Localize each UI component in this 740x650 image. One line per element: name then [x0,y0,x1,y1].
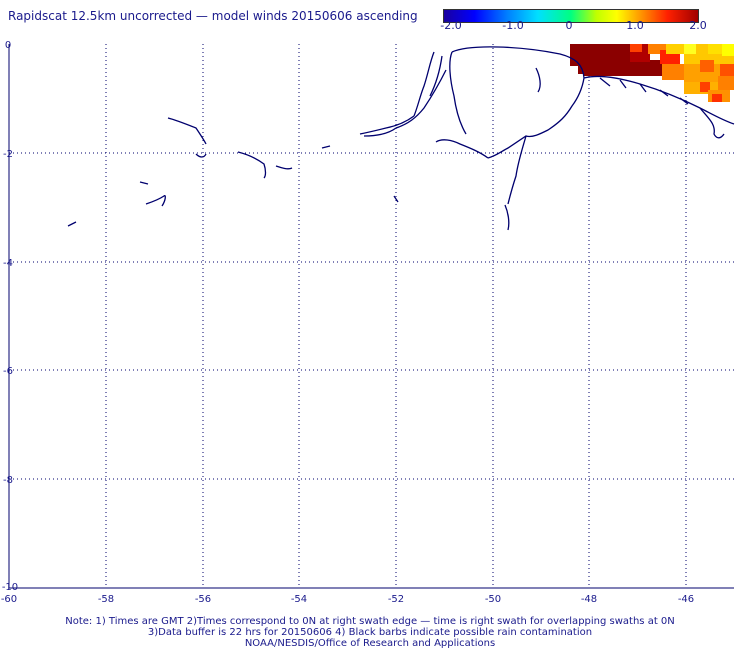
colorbar-label: 1.0 [626,19,644,32]
colorbar-label: -1.0 [502,19,524,32]
y-tick-label: -8 [3,475,13,486]
y-tick-label: 0 [5,40,11,51]
x-tick-label: -50 [485,594,501,605]
wind-data-cells [570,44,734,102]
note-line-2: 3)Data buffer is 22 hrs for 20150606 4) … [147,627,593,638]
x-tick-label: -58 [98,594,114,605]
colorbar [443,9,699,23]
note-line-1: Note: 1) Times are GMT 2)Times correspon… [65,616,675,627]
y-tick-label: -10 [2,582,18,593]
colorbar-label: 2.0 [689,19,707,32]
note-line-3: NOAA/NESDIS/Office of Research and Appli… [244,638,496,649]
x-tick-label: -56 [195,594,211,605]
grid-lines [9,44,734,588]
x-tick-label: -52 [388,594,404,605]
x-tick-label: -48 [581,594,597,605]
x-tick-label: -46 [678,594,694,605]
y-axis-ticks: 0 -2 -4 -6 -8 -10 [2,40,18,593]
plot-frame [8,44,734,589]
x-axis-ticks: -60 -58 -56 -54 -52 -50 -48 -46 [1,594,694,605]
colorbar-label: -2.0 [440,19,462,32]
y-tick-label: -4 [3,258,13,269]
x-tick-label: -54 [291,594,307,605]
x-tick-label: -60 [1,594,17,605]
colorbar-label: 0 [565,19,573,32]
y-tick-label: -2 [3,149,13,160]
y-tick-label: -6 [3,366,13,377]
coastline [67,46,735,231]
chart-title: Rapidscat 12.5km uncorrected — model win… [8,9,418,23]
